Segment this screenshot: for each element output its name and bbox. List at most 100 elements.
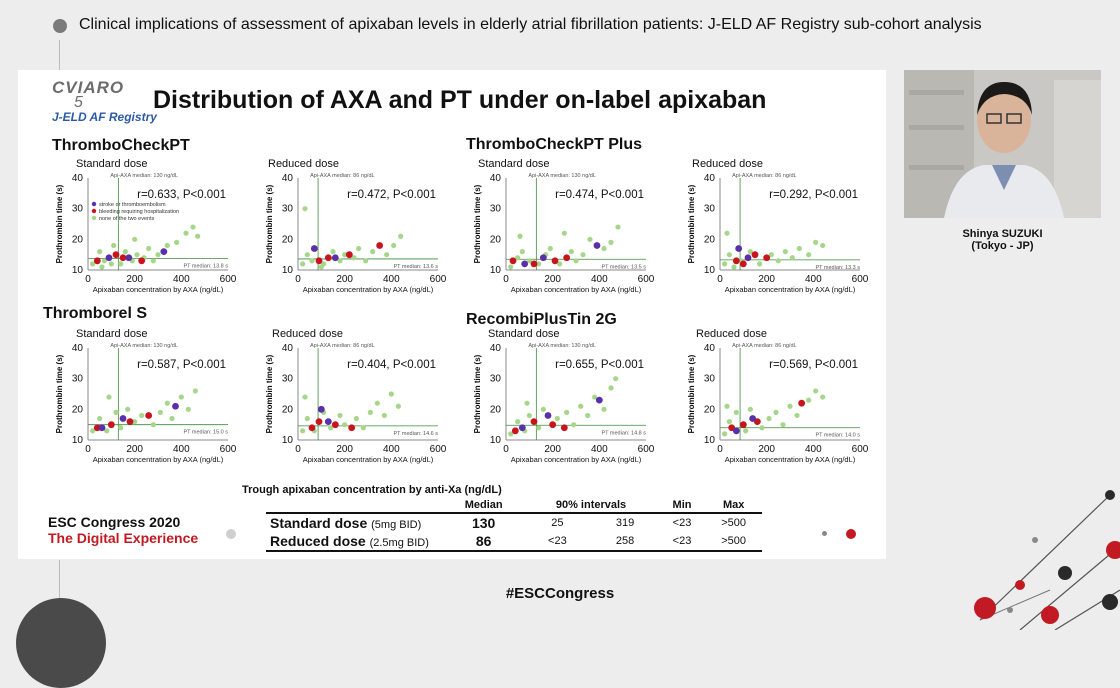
panel-dose-label: Standard dose	[76, 328, 148, 340]
data-point	[113, 409, 119, 415]
data-point	[732, 427, 740, 435]
x-tick-label: 600	[638, 274, 655, 285]
test-title-recombiplustin: RecombiPlusTin 2G	[466, 311, 617, 328]
y-tick-label: 10	[704, 435, 716, 446]
data-point	[345, 251, 353, 259]
data-point	[509, 257, 517, 265]
esc-congress-logo: ESC Congress 2020 The Digital Experience	[48, 514, 198, 546]
data-point	[310, 245, 318, 252]
x-tick-label: 400	[173, 274, 190, 285]
x-tick-label: 400	[173, 444, 190, 455]
data-point	[554, 415, 560, 422]
data-point	[118, 261, 124, 267]
data-point	[174, 239, 180, 245]
data-point	[150, 422, 156, 428]
data-point	[615, 224, 621, 230]
data-point	[796, 245, 802, 252]
x-tick-label: 0	[503, 444, 509, 455]
data-point	[353, 415, 359, 422]
max-cell: >500	[721, 517, 747, 529]
x-tick-label: 400	[383, 274, 400, 285]
data-point	[337, 258, 343, 264]
row-label-sub: (5mg BID)	[371, 519, 422, 531]
x-tick-label: 600	[852, 274, 869, 285]
axa-median-label: Api-AXA median: 86 ng/dL	[732, 173, 797, 179]
data-point	[564, 409, 570, 415]
data-point	[146, 245, 152, 252]
x-tick-label: 0	[717, 444, 723, 455]
hashtag: #ESCCongress	[505, 585, 615, 602]
data-point	[759, 425, 765, 431]
axa-median-label: Api-AXA median: 130 ng/dL	[110, 343, 178, 349]
data-point	[309, 258, 315, 264]
y-tick-label: 40	[490, 173, 502, 184]
scatter-plot: 40 30 20 100 200 400 600 Prothrombin time (s) Ap…	[687, 343, 869, 464]
x-tick-label: 200	[336, 274, 353, 285]
speaker-name: Shinya SUZUKI	[962, 228, 1043, 240]
correlation-stat: r=0.569, P<0.001	[769, 359, 858, 371]
data-point	[735, 245, 743, 252]
data-point	[302, 394, 308, 400]
logo-line-3: J-ELD AF Registry	[52, 110, 157, 124]
data-point	[318, 264, 324, 270]
data-point	[125, 406, 131, 412]
data-point	[330, 249, 336, 255]
y-tick-label: 10	[704, 265, 716, 276]
y-tick-label: 20	[72, 404, 84, 415]
data-point	[768, 252, 774, 258]
x-tick-label: 200	[758, 274, 775, 285]
data-point	[391, 242, 397, 249]
data-point	[97, 415, 103, 422]
y-tick-label: 30	[490, 374, 502, 385]
data-point	[613, 376, 619, 382]
data-point	[536, 425, 542, 431]
y-tick-label: 30	[72, 204, 84, 215]
data-point	[608, 239, 614, 245]
panel-dose-label: Standard dose	[488, 328, 560, 340]
data-point	[302, 206, 308, 212]
y-tick-label: 10	[490, 265, 502, 276]
axa-median-label: Api-AXA median: 86 ng/dL	[310, 343, 375, 349]
data-point	[337, 412, 343, 419]
data-point	[169, 415, 175, 422]
y-tick-label: 20	[704, 404, 716, 415]
timeline-line	[59, 560, 60, 600]
y-tick-label: 20	[704, 234, 716, 245]
data-point	[813, 239, 819, 245]
table-header	[266, 498, 444, 514]
data-point	[106, 394, 112, 400]
row-label: Standard dose (5mg BID)	[266, 513, 444, 532]
table-row: Reduced dose (2.5mg BID) 86 <23 258 <23 …	[266, 532, 762, 552]
data-point	[518, 424, 526, 432]
data-point	[398, 233, 404, 239]
data-point	[363, 258, 369, 264]
pt-median-label: PT median: 13.3 s	[815, 265, 860, 271]
data-point	[134, 252, 140, 258]
data-point	[132, 236, 138, 242]
y-tick-label: 10	[490, 435, 502, 446]
median-cell: 130	[471, 515, 496, 531]
data-point	[160, 248, 168, 255]
test-title-thrombocheckpt-plus: ThromboCheckPT Plus	[466, 136, 643, 153]
scatter-panel: Reduced dose 40 30 20 10 0 200 400 600 Prothrombi…	[680, 158, 869, 306]
pt-median-label: PT median: 14.0 s	[815, 433, 860, 439]
scatter-plot: 40 30 20 100 200 400 600 Prothrombin time (s) Ap…	[473, 343, 655, 464]
interval-high-cell: 319	[615, 517, 635, 529]
y-tick-label: 10	[72, 265, 84, 276]
data-point	[820, 394, 826, 400]
data-point	[164, 242, 170, 249]
data-point	[551, 257, 559, 265]
scatter-panel: Reduced dose 40 30 20 10 0 200 400 600 Prothrombi…	[258, 328, 447, 476]
data-point	[374, 400, 380, 406]
interval-low-cell: <23	[523, 532, 592, 552]
data-point	[787, 403, 793, 409]
correlation-stat: r=0.472, P<0.001	[347, 189, 436, 201]
data-point	[585, 412, 591, 419]
correlation-stat: r=0.587, P<0.001	[137, 359, 226, 371]
data-point	[547, 245, 553, 252]
y-tick-label: 20	[72, 234, 84, 245]
x-tick-label: 0	[85, 274, 91, 285]
scatter-panel: Reduced dose 40 30 20 10 0 200 400 600 Prothrombi…	[680, 328, 869, 476]
scatter-panel: Standard dose 40 30 20 10 0 200 400 600 Prothromb…	[48, 158, 237, 306]
y-tick-label: 30	[490, 204, 502, 215]
